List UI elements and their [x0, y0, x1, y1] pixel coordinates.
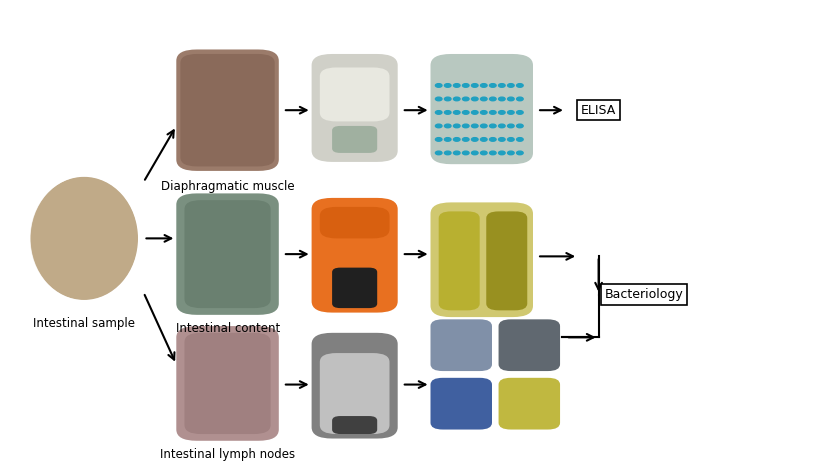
- Circle shape: [489, 97, 495, 101]
- Circle shape: [444, 97, 450, 101]
- Circle shape: [462, 97, 468, 101]
- FancyBboxPatch shape: [319, 353, 389, 434]
- Circle shape: [435, 151, 441, 155]
- Circle shape: [480, 111, 486, 114]
- FancyBboxPatch shape: [430, 54, 532, 164]
- Circle shape: [444, 138, 450, 141]
- Circle shape: [498, 97, 505, 101]
- FancyBboxPatch shape: [332, 268, 377, 308]
- Text: Intestinal content: Intestinal content: [175, 322, 280, 335]
- Text: Intestinal lymph nodes: Intestinal lymph nodes: [161, 448, 295, 461]
- FancyBboxPatch shape: [176, 326, 278, 441]
- Circle shape: [489, 83, 495, 87]
- Circle shape: [516, 124, 523, 128]
- Circle shape: [435, 111, 441, 114]
- Text: Diaphragmatic muscle: Diaphragmatic muscle: [161, 180, 294, 193]
- Circle shape: [480, 83, 486, 87]
- FancyBboxPatch shape: [498, 378, 559, 430]
- FancyBboxPatch shape: [176, 194, 278, 315]
- Text: Intestinal sample: Intestinal sample: [34, 317, 135, 330]
- Circle shape: [480, 151, 486, 155]
- Circle shape: [444, 83, 450, 87]
- Circle shape: [444, 151, 450, 155]
- Circle shape: [462, 124, 468, 128]
- Circle shape: [507, 97, 514, 101]
- Circle shape: [507, 111, 514, 114]
- Circle shape: [453, 111, 459, 114]
- Circle shape: [462, 138, 468, 141]
- FancyBboxPatch shape: [319, 207, 389, 238]
- Circle shape: [453, 83, 459, 87]
- Circle shape: [516, 83, 523, 87]
- Circle shape: [435, 138, 441, 141]
- Circle shape: [507, 124, 514, 128]
- FancyBboxPatch shape: [486, 212, 527, 310]
- Circle shape: [498, 124, 505, 128]
- Circle shape: [516, 151, 523, 155]
- FancyBboxPatch shape: [430, 319, 491, 371]
- Circle shape: [435, 83, 441, 87]
- Circle shape: [453, 138, 459, 141]
- FancyBboxPatch shape: [319, 67, 389, 121]
- Circle shape: [498, 83, 505, 87]
- Circle shape: [444, 111, 450, 114]
- FancyBboxPatch shape: [180, 54, 274, 166]
- Circle shape: [462, 83, 468, 87]
- FancyBboxPatch shape: [176, 49, 278, 171]
- Text: ELISA: ELISA: [581, 104, 615, 117]
- Circle shape: [507, 151, 514, 155]
- Circle shape: [489, 124, 495, 128]
- Circle shape: [435, 97, 441, 101]
- Circle shape: [498, 151, 505, 155]
- FancyBboxPatch shape: [311, 333, 397, 438]
- Circle shape: [507, 83, 514, 87]
- Circle shape: [462, 111, 468, 114]
- Circle shape: [489, 151, 495, 155]
- Circle shape: [471, 138, 477, 141]
- FancyBboxPatch shape: [184, 200, 270, 308]
- Circle shape: [480, 138, 486, 141]
- Circle shape: [471, 124, 477, 128]
- FancyBboxPatch shape: [332, 416, 377, 434]
- Circle shape: [516, 138, 523, 141]
- Circle shape: [453, 97, 459, 101]
- FancyBboxPatch shape: [438, 212, 479, 310]
- Circle shape: [435, 124, 441, 128]
- Circle shape: [453, 151, 459, 155]
- Circle shape: [498, 138, 505, 141]
- FancyBboxPatch shape: [184, 333, 270, 434]
- Circle shape: [489, 111, 495, 114]
- Ellipse shape: [29, 176, 139, 301]
- Circle shape: [498, 111, 505, 114]
- FancyBboxPatch shape: [332, 126, 377, 153]
- FancyBboxPatch shape: [311, 54, 397, 162]
- Circle shape: [453, 124, 459, 128]
- FancyBboxPatch shape: [430, 202, 532, 317]
- Text: Bacteriology: Bacteriology: [604, 288, 682, 301]
- Circle shape: [489, 138, 495, 141]
- Circle shape: [480, 97, 486, 101]
- Circle shape: [471, 151, 477, 155]
- Circle shape: [507, 138, 514, 141]
- FancyBboxPatch shape: [430, 378, 491, 430]
- FancyBboxPatch shape: [311, 198, 397, 313]
- FancyBboxPatch shape: [498, 319, 559, 371]
- Circle shape: [462, 151, 468, 155]
- Circle shape: [471, 83, 477, 87]
- Circle shape: [471, 97, 477, 101]
- Circle shape: [480, 124, 486, 128]
- Circle shape: [516, 111, 523, 114]
- Circle shape: [516, 97, 523, 101]
- Circle shape: [471, 111, 477, 114]
- Circle shape: [444, 124, 450, 128]
